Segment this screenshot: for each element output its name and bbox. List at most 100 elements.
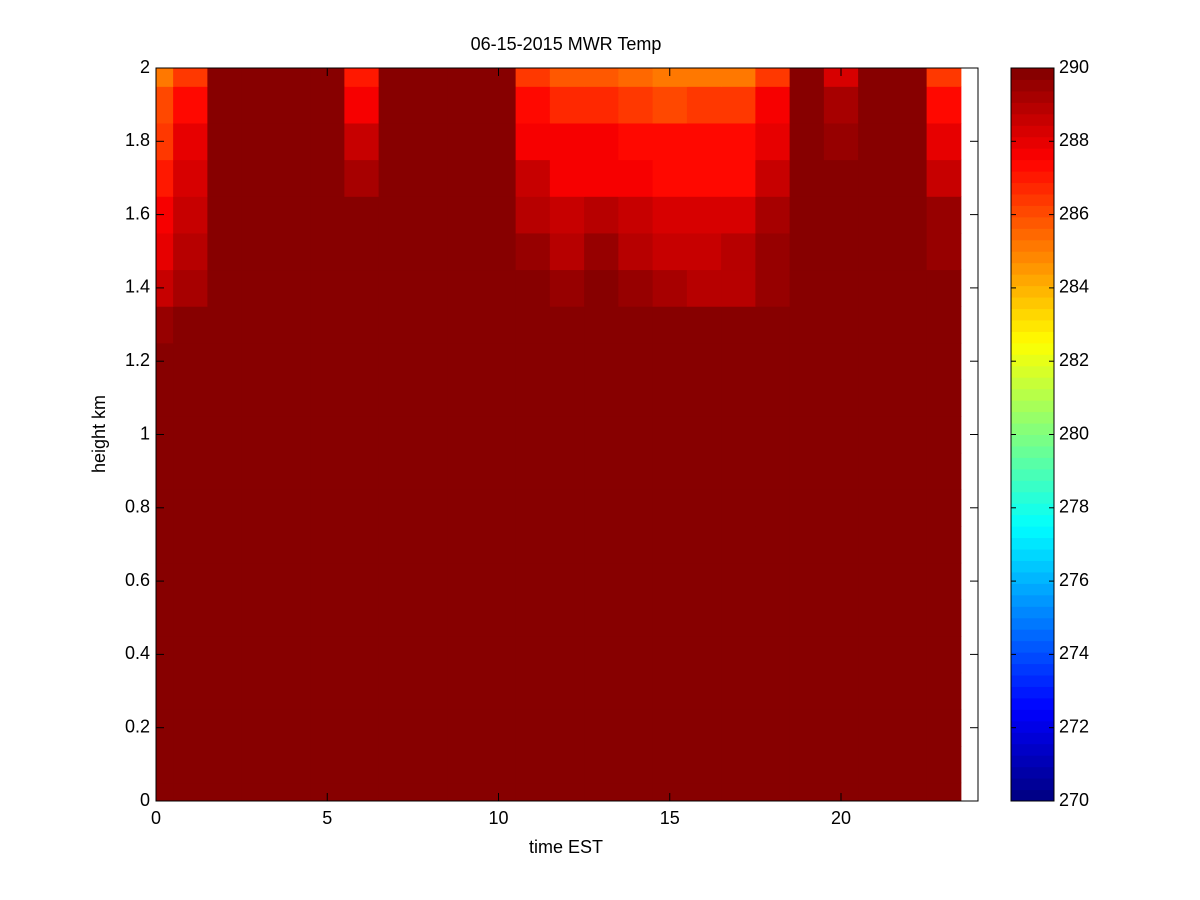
colorbar-swatch	[1011, 697, 1054, 710]
heatmap-cell	[310, 342, 345, 381]
heatmap-cell	[926, 342, 962, 381]
heatmap-cell	[858, 342, 893, 381]
heatmap-cell	[515, 68, 551, 87]
colorbar-swatch	[1011, 285, 1054, 298]
colorbar-swatch	[1011, 125, 1054, 138]
heatmap-cell	[618, 709, 654, 747]
heatmap-cell	[721, 452, 756, 490]
heatmap-cell	[926, 416, 962, 454]
heatmap-cell	[686, 672, 722, 710]
heatmap-cell	[173, 159, 208, 197]
heatmap-cell	[275, 122, 311, 161]
heatmap-cell	[447, 196, 482, 234]
heatmap-cell	[156, 746, 174, 784]
heatmap-cell	[755, 122, 791, 161]
heatmap-cell	[584, 306, 619, 344]
colorbar-tick-label: 286	[1059, 203, 1089, 223]
heatmap-cell	[344, 196, 380, 234]
heatmap-cell	[755, 416, 791, 454]
colorbar-swatch	[1011, 560, 1054, 573]
heatmap-cell	[275, 746, 311, 784]
heatmap-cell	[412, 159, 448, 197]
heatmap-cell	[789, 379, 825, 417]
heatmap-cell	[755, 746, 791, 784]
heatmap-cell	[515, 746, 551, 784]
heatmap-cell	[378, 636, 414, 674]
heatmap-cell	[618, 86, 654, 124]
colorbar-swatch	[1011, 193, 1054, 206]
heatmap-cell	[686, 562, 722, 600]
heatmap-cell	[173, 122, 208, 161]
heatmap-cell	[858, 526, 893, 564]
heatmap-cell	[549, 672, 585, 710]
heatmap-cell	[618, 599, 654, 637]
colorbar-swatch	[1011, 526, 1054, 539]
heatmap-cell	[447, 269, 482, 307]
heatmap-cell	[858, 232, 893, 271]
heatmap-cell	[378, 232, 414, 271]
heatmap-cell	[515, 672, 551, 710]
heatmap-cell	[686, 159, 722, 197]
heatmap-cell	[926, 122, 962, 161]
heatmap-cell	[173, 86, 208, 124]
heatmap-cell	[412, 196, 448, 234]
heatmap-cell	[823, 636, 859, 674]
heatmap-cell	[892, 196, 928, 234]
heatmap-cell	[515, 342, 551, 381]
heatmap-cell	[858, 416, 893, 454]
heatmap-cell	[549, 782, 585, 802]
heatmap-cell	[584, 122, 619, 161]
heatmap-cell	[926, 526, 962, 564]
heatmap-cell	[584, 379, 619, 417]
heatmap-cell	[481, 416, 517, 454]
heatmap-cell	[207, 672, 243, 710]
heatmap-cell	[721, 709, 756, 747]
heatmap-cell	[789, 196, 825, 234]
heatmap-cell	[275, 196, 311, 234]
heatmap-cell	[344, 746, 380, 784]
heatmap-cell	[515, 636, 551, 674]
heatmap-cell	[447, 232, 482, 271]
colorbar-swatch	[1011, 216, 1054, 229]
heatmap-cell	[618, 489, 654, 527]
heatmap-cell	[652, 709, 688, 747]
heatmap-cell	[207, 68, 243, 87]
heatmap-cell	[412, 379, 448, 417]
colorbar-swatch	[1011, 171, 1054, 184]
heatmap-cell	[721, 379, 756, 417]
heatmap-cell	[241, 68, 277, 87]
heatmap-cell	[584, 489, 619, 527]
heatmap-cell	[447, 636, 482, 674]
y-tick-label: 0	[140, 790, 150, 810]
heatmap-cell	[618, 122, 654, 161]
heatmap-cell	[481, 342, 517, 381]
heatmap-cell	[926, 562, 962, 600]
heatmap-cell	[447, 672, 482, 710]
heatmap-cell	[858, 159, 893, 197]
colorbar-swatch	[1011, 537, 1054, 550]
heatmap-cell	[584, 709, 619, 747]
heatmap-cell	[481, 709, 517, 747]
colorbar-swatch	[1011, 113, 1054, 126]
heatmap-cell	[686, 342, 722, 381]
y-tick-label: 0.2	[125, 716, 150, 736]
heatmap-cell	[412, 709, 448, 747]
heatmap-cell	[378, 599, 414, 637]
heatmap-cell	[310, 672, 345, 710]
heatmap-cell	[310, 269, 345, 307]
heatmap-cell	[412, 306, 448, 344]
heatmap-cell	[310, 746, 345, 784]
heatmap-cell	[241, 122, 277, 161]
heatmap-cell	[310, 526, 345, 564]
heatmap-cell	[652, 782, 688, 802]
heatmap-cell	[207, 122, 243, 161]
heatmap-cell	[310, 196, 345, 234]
heatmap-cell	[481, 746, 517, 784]
heatmap-cell	[549, 746, 585, 784]
heatmap-cell	[173, 68, 208, 87]
heatmap-cell	[721, 672, 756, 710]
colorbar-swatch	[1011, 319, 1054, 332]
heatmap-cell	[755, 526, 791, 564]
colorbar-swatch	[1011, 79, 1054, 92]
heatmap-cell	[173, 196, 208, 234]
